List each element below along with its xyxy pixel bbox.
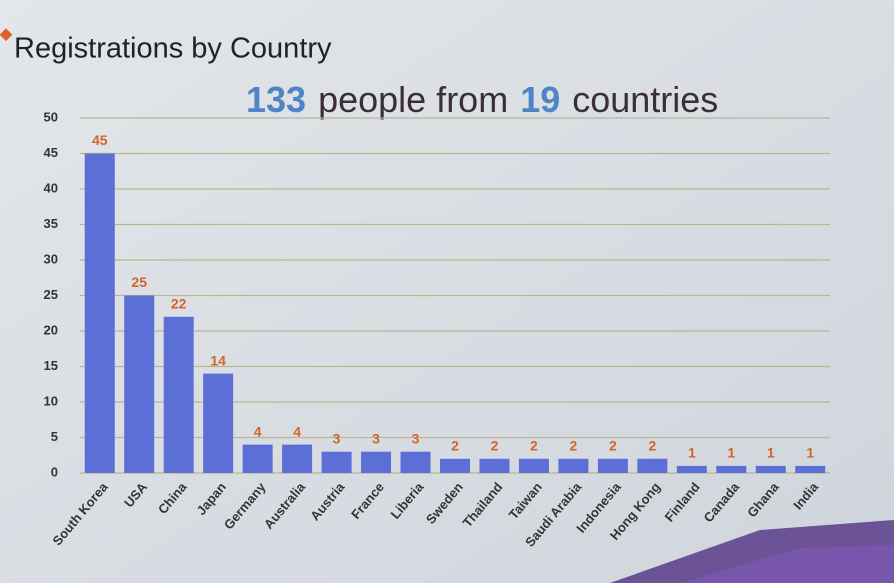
- bar: [716, 465, 747, 473]
- y-tick-label: 35: [44, 216, 58, 231]
- bar: [242, 444, 273, 473]
- value-label: 3: [372, 430, 380, 446]
- y-tick-label: 25: [44, 287, 58, 302]
- value-label: 4: [254, 423, 262, 439]
- value-label: 3: [333, 430, 341, 446]
- subtitle-part: 19: [520, 79, 560, 120]
- bar: [558, 458, 589, 473]
- bar: [163, 316, 194, 473]
- y-tick-label: 15: [44, 358, 58, 373]
- bar: [676, 465, 707, 473]
- value-label: 2: [570, 438, 578, 454]
- subtitle-part: people from: [318, 79, 508, 120]
- bar: [124, 295, 155, 473]
- decoration: [680, 545, 894, 583]
- value-label: 2: [530, 438, 538, 454]
- bar: [361, 451, 392, 473]
- bar: [203, 373, 234, 473]
- value-label: 25: [131, 274, 147, 290]
- value-label: 4: [293, 423, 301, 439]
- y-tick-label: 50: [44, 109, 58, 124]
- bar: [795, 465, 826, 473]
- bar: [282, 444, 313, 473]
- bar: [637, 458, 668, 473]
- value-label: 22: [171, 296, 187, 312]
- value-label: 3: [412, 430, 420, 446]
- value-label: 2: [609, 438, 617, 454]
- bar: [755, 465, 786, 473]
- value-label: 2: [491, 438, 499, 454]
- value-label: 1: [806, 445, 814, 461]
- subtitle: 133 people from 19 countries: [246, 79, 718, 120]
- value-label: 1: [727, 445, 735, 461]
- y-tick-label: 20: [44, 322, 58, 337]
- y-tick-label: 45: [44, 145, 58, 160]
- bar: [84, 153, 115, 473]
- y-tick-label: 30: [44, 251, 58, 266]
- value-label: 1: [767, 445, 775, 461]
- y-tick-label: 0: [51, 464, 58, 479]
- bar: [440, 458, 470, 473]
- bar: [597, 458, 628, 473]
- y-tick-label: 40: [44, 180, 58, 195]
- bar: [479, 458, 510, 473]
- y-tick-label: 5: [51, 429, 58, 444]
- value-label: 45: [92, 132, 108, 148]
- value-label: 2: [451, 438, 459, 454]
- subtitle-part: 133: [246, 79, 306, 120]
- chart-title: Registrations by Country: [14, 33, 332, 65]
- value-label: 1: [688, 445, 696, 461]
- subtitle-part: countries: [572, 79, 718, 120]
- bar: [400, 451, 431, 473]
- y-tick-label: 10: [44, 393, 58, 408]
- bar: [518, 458, 549, 473]
- bar: [321, 451, 352, 473]
- value-label: 2: [648, 438, 656, 454]
- value-label: 14: [210, 352, 226, 368]
